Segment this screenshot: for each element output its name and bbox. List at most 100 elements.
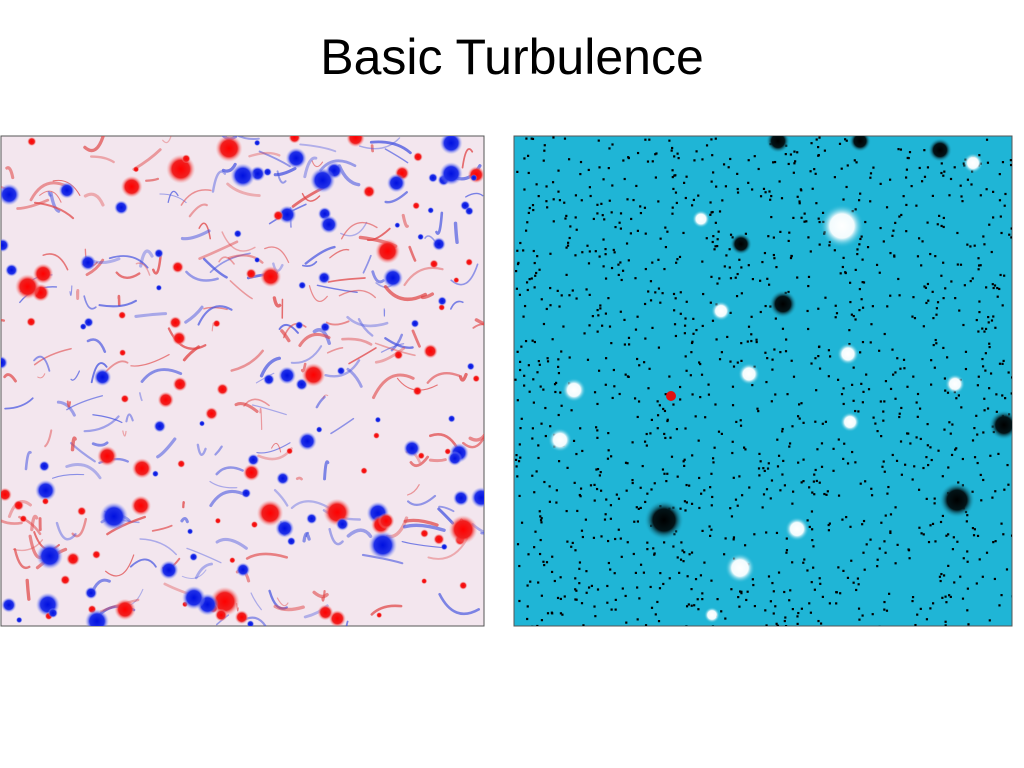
particle — [526, 605, 529, 608]
particle — [985, 138, 989, 141]
particle — [578, 561, 582, 564]
particle — [557, 169, 560, 172]
particle — [623, 343, 626, 346]
vorticity-streak — [315, 395, 326, 409]
vorticity-streak — [221, 231, 256, 252]
particle — [806, 519, 809, 522]
particle — [882, 460, 885, 463]
particle — [998, 287, 1001, 291]
particle — [925, 497, 928, 501]
particle — [765, 624, 768, 626]
particle — [835, 602, 838, 605]
vorticity-streak — [139, 538, 178, 556]
particle — [878, 547, 881, 550]
particle — [530, 137, 533, 140]
particle — [817, 154, 820, 157]
particle — [864, 220, 867, 224]
particle — [942, 297, 945, 300]
particle — [770, 479, 774, 482]
particle — [879, 182, 882, 185]
particle — [781, 327, 785, 330]
particle — [573, 481, 576, 484]
particle — [586, 244, 589, 247]
particle — [859, 351, 862, 354]
particle — [599, 307, 602, 310]
vorticity-streak — [188, 203, 208, 218]
particle — [701, 324, 704, 328]
particle — [656, 427, 659, 430]
particle — [632, 198, 635, 202]
vortex — [245, 268, 257, 280]
particle — [1001, 161, 1005, 164]
particle — [672, 292, 676, 296]
vorticity-streak — [104, 360, 129, 373]
particle — [674, 297, 677, 300]
particle — [946, 391, 950, 394]
particle — [708, 525, 711, 528]
particle — [774, 317, 777, 320]
particle — [854, 461, 857, 464]
particle — [937, 449, 940, 452]
particle — [900, 213, 903, 217]
particle — [929, 524, 932, 527]
vortex — [36, 542, 64, 570]
particle — [636, 357, 639, 361]
particle — [520, 521, 524, 524]
particle — [1001, 304, 1004, 307]
particle — [522, 315, 525, 318]
particle — [867, 388, 871, 391]
particle — [947, 564, 950, 567]
particle — [927, 463, 930, 467]
particle — [919, 437, 922, 441]
vorticity-streak — [135, 262, 151, 276]
particle — [539, 538, 542, 542]
particle — [684, 509, 687, 512]
particle — [767, 462, 770, 465]
particle — [533, 286, 536, 289]
particle — [818, 577, 821, 580]
particle — [690, 351, 693, 354]
particle — [566, 466, 569, 469]
particle — [533, 261, 536, 265]
particle — [589, 194, 592, 198]
particle — [562, 325, 565, 328]
particle — [773, 257, 776, 260]
particle — [791, 561, 794, 564]
particle — [604, 247, 607, 251]
particle — [701, 592, 704, 595]
particle — [570, 409, 573, 412]
particle — [690, 551, 694, 554]
particle — [539, 385, 542, 388]
particle — [740, 292, 743, 295]
vorticity-streak — [371, 270, 385, 284]
particle — [533, 491, 536, 494]
particle — [891, 453, 894, 457]
particle — [775, 265, 778, 269]
particle — [736, 272, 739, 276]
vorticity-streak — [407, 494, 437, 506]
particle — [824, 296, 827, 299]
particle — [634, 328, 638, 331]
vortex-light — [725, 553, 755, 583]
particle — [878, 625, 881, 626]
particle — [889, 530, 892, 533]
particle — [668, 139, 671, 142]
particle — [579, 160, 583, 164]
particle — [1010, 227, 1012, 230]
particle — [523, 374, 526, 377]
particle — [949, 177, 953, 181]
particle — [735, 420, 738, 424]
particle — [758, 452, 761, 456]
particle — [827, 529, 831, 532]
vortex-dark — [849, 136, 871, 152]
particle — [599, 471, 602, 474]
particle — [907, 548, 910, 551]
particle — [607, 561, 610, 565]
particle — [736, 187, 739, 191]
particle — [888, 178, 892, 181]
particle — [918, 526, 921, 529]
particle — [849, 300, 852, 304]
particle — [920, 180, 924, 183]
particle — [853, 159, 856, 162]
particle — [604, 277, 608, 280]
